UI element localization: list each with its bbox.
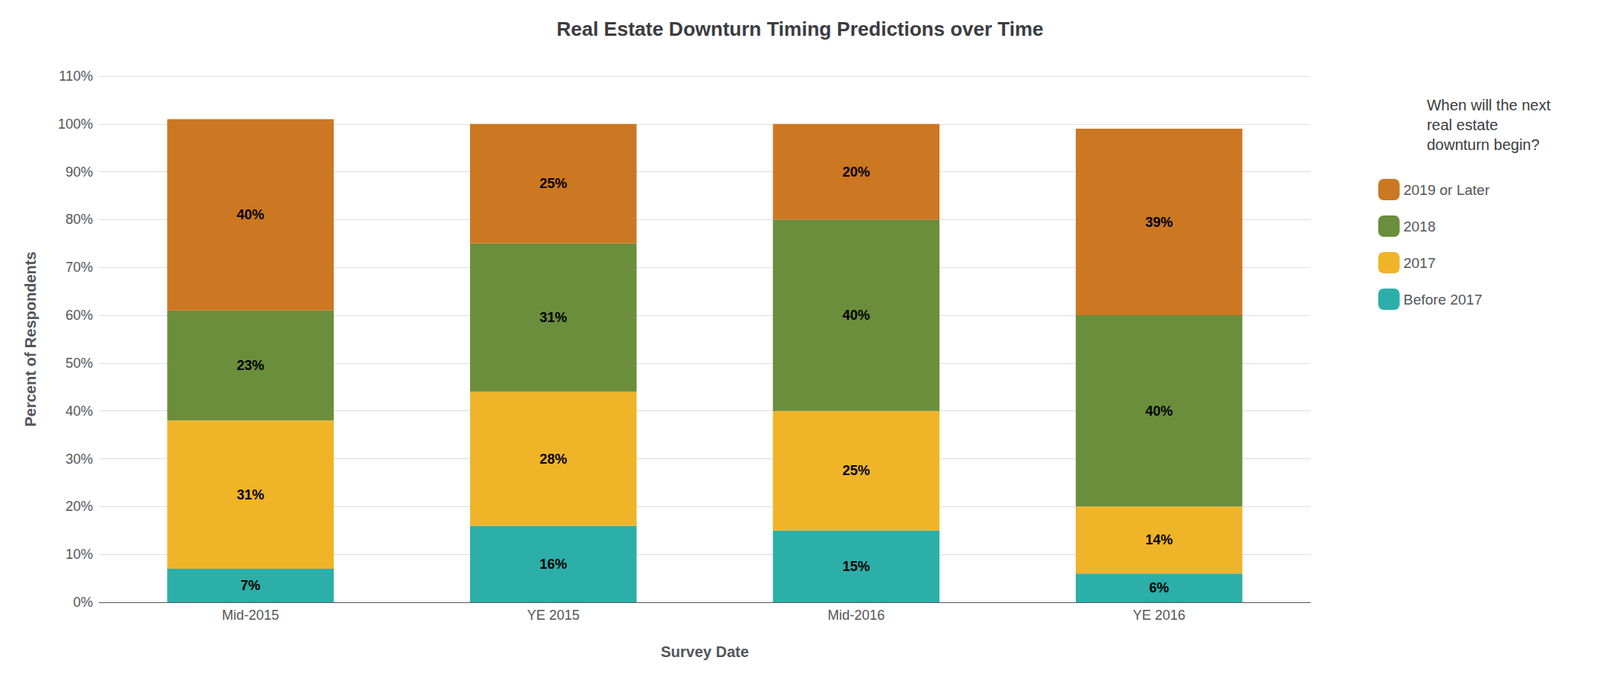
svg-text:40%: 40% bbox=[842, 307, 871, 324]
svg-text:2018: 2018 bbox=[1403, 218, 1436, 235]
svg-text:23%: 23% bbox=[236, 358, 265, 374]
svg-text:28%: 28% bbox=[539, 451, 567, 468]
svg-text:2019 or Later: 2019 or Later bbox=[1403, 182, 1491, 199]
svg-text:20%: 20% bbox=[65, 499, 93, 515]
svg-text:60%: 60% bbox=[65, 307, 93, 324]
svg-text:7%: 7% bbox=[240, 578, 261, 594]
svg-text:14%: 14% bbox=[1145, 532, 1173, 548]
svg-text:0%: 0% bbox=[73, 595, 93, 611]
svg-text:2017: 2017 bbox=[1403, 255, 1436, 272]
svg-text:39%: 39% bbox=[1145, 214, 1173, 231]
svg-text:70%: 70% bbox=[65, 259, 93, 276]
svg-text:25%: 25% bbox=[842, 463, 871, 479]
svg-text:real estate: real estate bbox=[1427, 116, 1498, 134]
svg-text:31%: 31% bbox=[236, 487, 265, 503]
svg-text:50%: 50% bbox=[65, 355, 93, 372]
svg-text:31%: 31% bbox=[539, 310, 567, 326]
svg-text:16%: 16% bbox=[539, 556, 567, 573]
svg-text:Percent of Respondents: Percent of Respondents bbox=[22, 251, 39, 427]
svg-text:Real Estate Downturn Timing Pr: Real Estate Downturn Timing Predictions … bbox=[556, 17, 1044, 41]
svg-text:15%: 15% bbox=[842, 559, 871, 575]
svg-text:6%: 6% bbox=[1148, 580, 1169, 596]
svg-text:100%: 100% bbox=[57, 116, 93, 132]
svg-text:When will the next: When will the next bbox=[1427, 96, 1552, 114]
svg-text:10%: 10% bbox=[65, 547, 93, 563]
svg-text:Mid-2016: Mid-2016 bbox=[827, 608, 885, 624]
svg-text:20%: 20% bbox=[842, 164, 871, 180]
svg-text:YE 2015: YE 2015 bbox=[527, 608, 580, 624]
svg-text:40%: 40% bbox=[236, 207, 265, 223]
svg-text:30%: 30% bbox=[65, 451, 93, 468]
svg-text:90%: 90% bbox=[65, 164, 93, 180]
svg-text:Before 2017: Before 2017 bbox=[1403, 291, 1483, 308]
svg-text:25%: 25% bbox=[539, 176, 567, 192]
svg-text:Mid-2015: Mid-2015 bbox=[221, 608, 279, 624]
svg-text:40%: 40% bbox=[1145, 403, 1173, 420]
svg-text:80%: 80% bbox=[65, 211, 93, 228]
svg-text:YE 2016: YE 2016 bbox=[1132, 608, 1186, 624]
svg-text:downturn begin?: downturn begin? bbox=[1427, 136, 1540, 154]
svg-text:40%: 40% bbox=[65, 403, 93, 420]
svg-text:110%: 110% bbox=[58, 68, 93, 84]
svg-text:Survey Date: Survey Date bbox=[660, 643, 749, 661]
